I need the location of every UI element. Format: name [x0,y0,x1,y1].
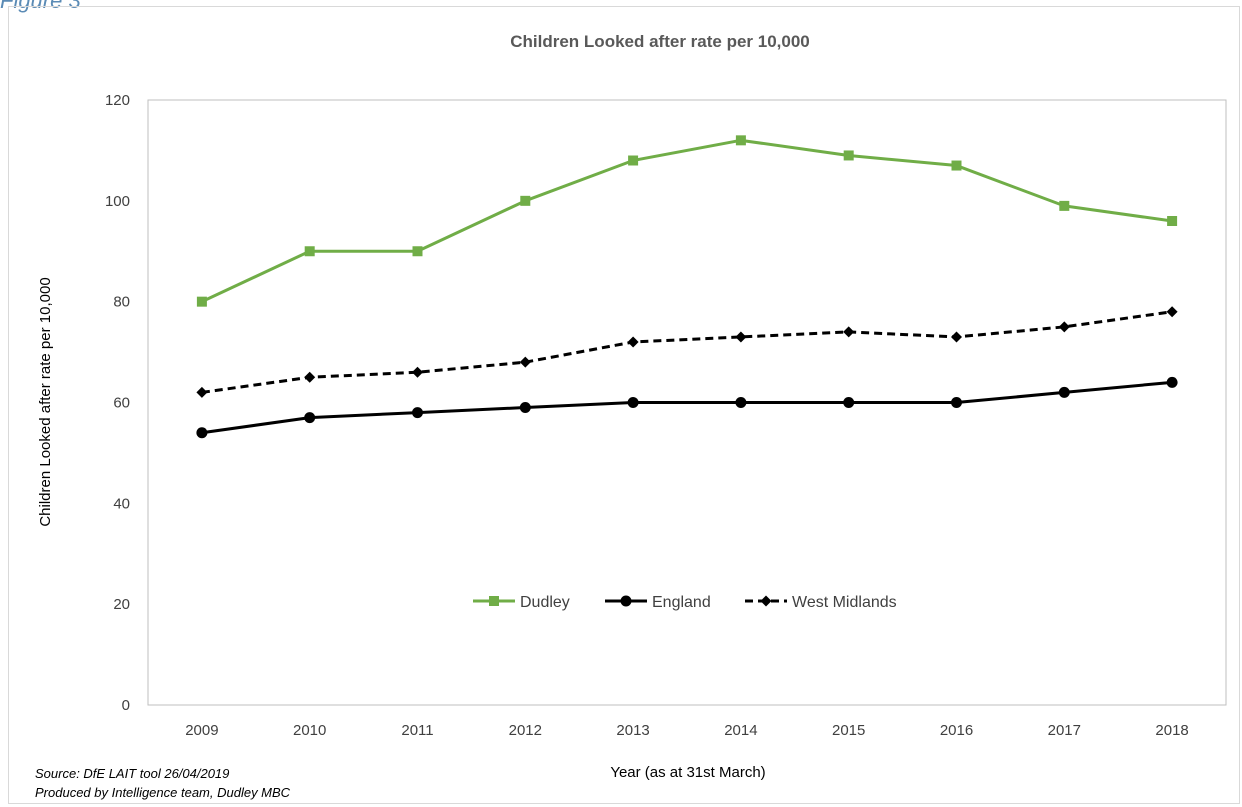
data-point-diamond [760,595,772,607]
source-note: Source: DfE LAIT tool 26/04/2019 [35,766,230,781]
y-tick-label: 100 [105,193,130,210]
data-point-circle [196,427,208,439]
data-point-square [304,246,315,257]
series-line [201,138,1173,304]
data-point-square [489,596,499,606]
data-point-square [628,155,639,166]
y-axis-ticks: 0 20 40 60 80 100 120 [105,92,130,714]
produced-note: Produced by Intelligence team, Dudley MB… [35,785,291,800]
legend-item-england: England [605,594,711,611]
data-point-diamond [304,371,316,383]
series-dudley [196,135,1178,307]
x-tick-label: 2015 [832,722,865,739]
legend: Dudley England West Midlands [473,594,897,611]
legend-item-west-midlands: West Midlands [745,594,897,611]
data-point-square [1167,216,1178,226]
data-point-square [843,150,854,161]
data-point-diamond [627,336,639,348]
y-tick-label: 20 [113,596,130,613]
x-tick-label: 2013 [616,722,649,739]
x-tick-label: 2016 [940,722,973,739]
data-point-square [196,296,207,307]
x-tick-label: 2011 [401,722,433,739]
data-point-circle [519,402,531,414]
data-point-square [951,160,962,171]
chart-frame [8,6,1240,804]
plot-area [147,99,1227,706]
legend-label: West Midlands [792,594,897,611]
x-tick-label: 2014 [724,722,757,739]
x-tick-label: 2010 [293,722,326,739]
data-point-circle [412,407,423,419]
x-axis-ticks: 2009 2010 2011 2012 2013 2014 2015 2016 2017 2018 [185,722,1189,739]
x-tick-label: 2009 [185,722,218,739]
data-point-square [412,246,423,257]
data-point-circle [1058,386,1070,398]
y-tick-label: 80 [113,294,130,311]
data-point-diamond [1058,321,1070,333]
data-point-square [735,135,746,146]
data-point-circle [843,397,855,408]
series-england [196,376,1178,439]
chart-title: Children Looked after rate per 10,000 [510,32,810,51]
data-point-diamond [196,386,208,398]
y-axis-title: Children Looked after rate per 10,000 [37,277,54,526]
legend-label: Dudley [520,594,570,611]
data-point-circle [951,397,962,408]
data-point-diamond [412,366,423,378]
y-tick-label: 40 [113,495,130,512]
data-point-square [1059,200,1070,211]
series-line [201,380,1173,435]
data-point-diamond [735,331,747,343]
legend-item-dudley: Dudley [473,594,570,611]
data-point-diamond [843,326,855,338]
x-tick-label: 2012 [509,722,542,739]
series-west-midlands [196,306,1178,398]
data-point-square [520,195,531,206]
x-axis-title: Year (as at 31st March) [610,764,765,781]
data-point-circle [627,397,639,408]
y-tick-label: 120 [105,92,130,109]
series-line [201,310,1173,394]
series-group [196,135,1178,439]
y-tick-label: 0 [122,697,130,714]
data-point-diamond [951,331,962,343]
legend-label: England [652,594,711,611]
x-tick-label: 2018 [1155,722,1188,739]
data-point-diamond [1166,306,1178,318]
x-tick-label: 2017 [1048,722,1081,739]
data-point-circle [735,397,747,408]
data-point-circle [1166,376,1178,388]
y-tick-label: 60 [113,395,130,412]
data-point-diamond [519,356,531,368]
data-point-circle [620,595,632,607]
data-point-circle [304,412,316,424]
